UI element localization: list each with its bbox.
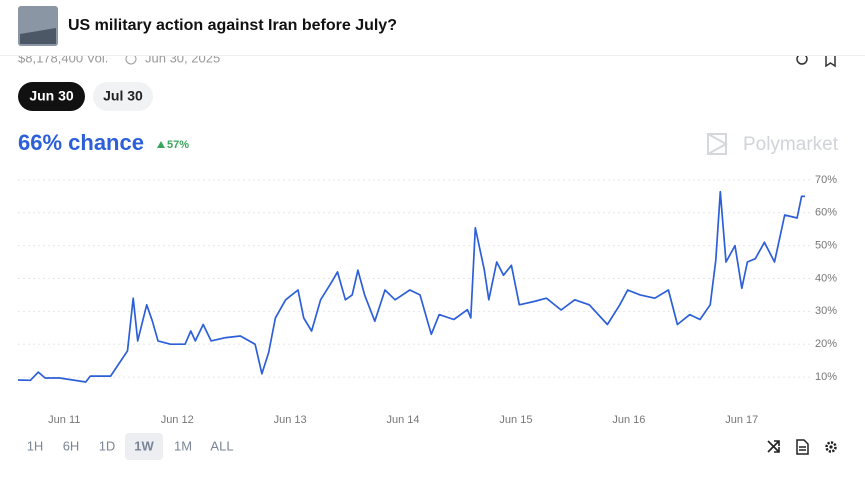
- range-button[interactable]: 1W: [134, 438, 154, 453]
- thumbnail-ship: [20, 28, 56, 44]
- x-tick-label: Jun 14: [387, 414, 420, 426]
- y-tick-label: 50%: [815, 240, 837, 252]
- volume: $8,178,400 Vol.: [18, 50, 108, 65]
- up-arrow: [157, 141, 165, 148]
- range-button[interactable]: 1H: [27, 438, 44, 453]
- range-active-bg[interactable]: [125, 433, 163, 460]
- link-icon[interactable]: [796, 54, 808, 65]
- icons: [767, 439, 837, 455]
- x-tick-label: Jun 15: [499, 414, 532, 426]
- series-line: [17, 190, 805, 383]
- tab-active[interactable]: [18, 82, 85, 111]
- range-button[interactable]: 1D: [99, 438, 116, 453]
- x-tick-label: Jun 17: [725, 414, 758, 426]
- range-button[interactable]: 1M: [174, 438, 192, 453]
- y-tick-label: 40%: [815, 272, 837, 284]
- tab[interactable]: [93, 82, 153, 111]
- clock-icon: [125, 56, 137, 65]
- settings-icon-center: [829, 445, 833, 449]
- bookmark-icon[interactable]: [825, 54, 836, 68]
- y-tick-label: 30%: [815, 305, 837, 317]
- x-tick-label: Jun 13: [274, 414, 307, 426]
- brand: Polymarket: [743, 134, 839, 155]
- meta-row: $8,178,400 Vol. Jun 30, 2025: [18, 50, 836, 68]
- x-tick-label: Jun 11: [48, 414, 80, 426]
- chance: 66% chance: [18, 130, 144, 155]
- tab-label[interactable]: Jun 30: [29, 88, 74, 104]
- range-button[interactable]: ALL: [210, 438, 233, 453]
- shuffle-icon[interactable]: [767, 440, 780, 453]
- x-tick-label: Jun 12: [161, 414, 194, 426]
- y-tick-label: 20%: [815, 338, 837, 350]
- y-tick-label: 10%: [815, 371, 837, 383]
- change: 57%: [167, 139, 189, 151]
- doc-icon[interactable]: [796, 439, 809, 455]
- title: US military action against Iran before J…: [68, 17, 397, 34]
- y-tick-label: 60%: [815, 207, 837, 219]
- end-date: Jun 30, 2025: [145, 50, 220, 65]
- tab-label[interactable]: Jul 30: [103, 88, 143, 104]
- brand-logo: [707, 133, 729, 155]
- y-tick-label: 70%: [815, 174, 837, 186]
- settings-icon[interactable]: [825, 441, 837, 453]
- x-tick-label: Jun 16: [612, 414, 645, 426]
- range-button[interactable]: 6H: [63, 438, 80, 453]
